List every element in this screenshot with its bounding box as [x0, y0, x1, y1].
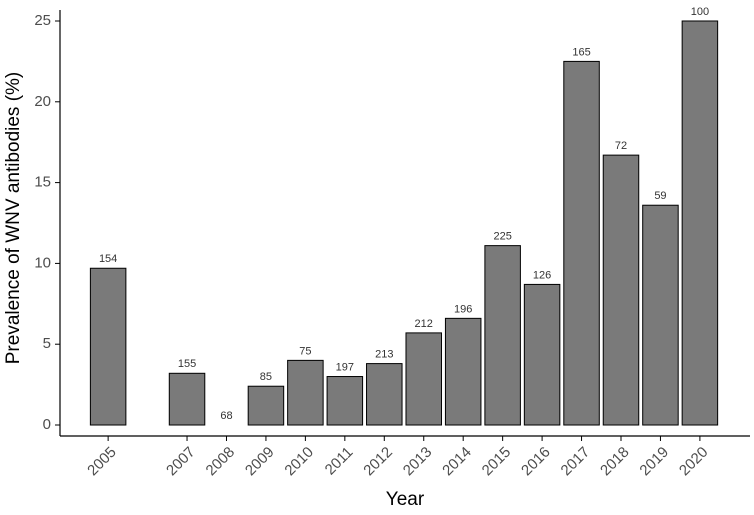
- y-tick-label: 10: [34, 254, 51, 271]
- bar-annotation: 197: [336, 361, 354, 373]
- bar-annotation: 85: [260, 371, 272, 383]
- bar: [287, 359, 324, 426]
- bar: [444, 317, 482, 426]
- bar: [642, 204, 679, 426]
- bar-annotation: 212: [415, 318, 433, 330]
- bar-annotation: 68: [220, 410, 232, 422]
- bar-annotation: 59: [654, 190, 666, 202]
- bar: [405, 332, 442, 426]
- x-tick-label: 2005: [84, 444, 120, 480]
- x-tick-label: 2020: [676, 444, 712, 480]
- bar: [168, 372, 206, 426]
- x-tick-label: 2019: [636, 444, 672, 480]
- bar: [326, 376, 364, 426]
- y-tick-label: 0: [43, 416, 51, 433]
- bar: [602, 154, 640, 426]
- y-tick-label: 15: [34, 174, 51, 191]
- bar: [366, 363, 403, 426]
- bar-annotation: 213: [375, 349, 393, 361]
- bar-annotation: 155: [178, 358, 196, 370]
- x-tick-label: 2008: [202, 444, 238, 480]
- bar-annotation: 196: [454, 303, 472, 315]
- x-tick-label: 2013: [400, 444, 436, 480]
- x-axis-title: Year: [386, 489, 425, 510]
- bar-annotation: 154: [99, 253, 117, 265]
- y-tick-label: 5: [43, 335, 51, 352]
- bar-annotation: 100: [691, 6, 709, 18]
- y-tick-label: 20: [34, 93, 51, 110]
- x-tick-label: 2017: [558, 444, 594, 480]
- bar: [563, 60, 600, 426]
- x-tick-label: 2016: [518, 444, 554, 480]
- y-tick-label: 25: [34, 12, 51, 29]
- bar-annotation: 75: [299, 345, 311, 357]
- x-tick-label: 2012: [360, 444, 396, 480]
- bar-annotation: 165: [572, 46, 590, 58]
- bar: [681, 20, 719, 426]
- x-tick-label: 2014: [439, 444, 475, 480]
- bar-annotation: 225: [493, 231, 511, 243]
- bar-annotation: 72: [615, 140, 627, 152]
- x-tick-label: 2018: [597, 444, 633, 480]
- bar: [484, 245, 521, 426]
- x-tick-label: 2015: [479, 444, 515, 480]
- bar-annotation: 126: [533, 269, 551, 281]
- x-tick-label: 2010: [281, 444, 317, 480]
- x-tick-label: 2007: [163, 444, 199, 480]
- x-tick-label: 2011: [322, 444, 357, 479]
- bar: [247, 385, 285, 426]
- x-tick-label: 2009: [242, 444, 278, 480]
- bar: [89, 267, 127, 426]
- bar: [523, 283, 561, 426]
- y-axis-title: Prevalence of WNV antibodies (%): [3, 72, 24, 365]
